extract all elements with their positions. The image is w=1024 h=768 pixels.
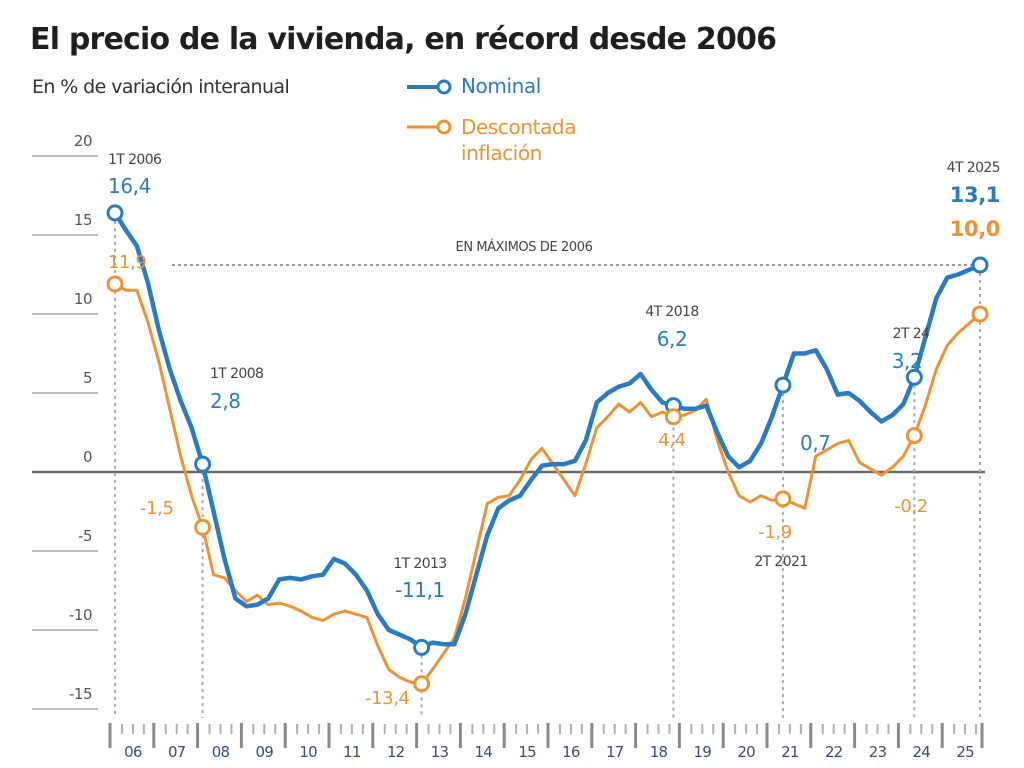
data-point-marker-nominal — [194, 455, 212, 473]
annotation-period-label: 1T 2006 — [108, 152, 162, 168]
chart-subtitle: En % de variación interanual — [32, 76, 290, 98]
annotation-value-real: -1,9 — [758, 522, 792, 543]
annotation-value-real: 4,4 — [658, 430, 685, 451]
annotation-period-label: 1T 2008 — [210, 366, 263, 382]
x-tick-label: 06 — [124, 743, 142, 761]
annotation-period-label: 4T 2025 — [947, 160, 1000, 176]
legend-label-real-line2: inflación — [461, 141, 542, 165]
annotation-value-real: -1,5 — [140, 498, 174, 519]
y-tick-label: 20 — [74, 132, 92, 150]
x-tick-label: 23 — [869, 743, 887, 761]
annotation-value-real: 10,0 — [950, 217, 1000, 241]
data-point-marker-real — [194, 518, 212, 536]
x-tick-label: 07 — [168, 743, 186, 761]
x-tick-label: 15 — [518, 743, 536, 761]
annotation-value-real: -0,2 — [894, 496, 928, 517]
chart-title: El precio de la vivienda, en récord desd… — [30, 22, 777, 57]
annotation-period-label: 1T 2013 — [393, 556, 446, 572]
data-point-marker-real — [413, 675, 431, 693]
annotation-value-nominal: 6,2 — [657, 327, 688, 351]
legend-line-circle-icon — [407, 119, 452, 135]
y-tick-label: -10 — [69, 606, 92, 624]
x-tick-label: 13 — [431, 743, 449, 761]
x-tick-label: 25 — [956, 743, 974, 761]
series-line-real — [113, 282, 982, 686]
legend-label-nominal: Nominal — [461, 74, 541, 98]
annotation-value-nominal: -11,1 — [395, 578, 445, 602]
data-point-marker-real — [664, 408, 682, 426]
reference-line-label: EN MÁXIMOS DE 2006 — [456, 239, 593, 255]
series-line-nominal — [112, 210, 983, 650]
data-point-marker-nominal — [905, 368, 923, 386]
data-point-marker-nominal — [413, 638, 431, 656]
legend-item-real: Descontada inflación — [405, 114, 576, 166]
annotation-value-nominal: 16,4 — [108, 174, 151, 198]
y-tick-label: 0 — [83, 448, 92, 466]
y-tick-label: -15 — [69, 685, 92, 703]
x-tick-label: 08 — [212, 743, 230, 761]
data-point-marker-real — [971, 305, 989, 323]
x-tick-label: 22 — [825, 743, 843, 761]
annotation-value-real: 11,9 — [108, 252, 146, 273]
y-tick-label: 5 — [83, 369, 92, 387]
data-point-marker-nominal — [774, 376, 792, 394]
x-tick-label: 19 — [694, 743, 712, 761]
annotation-value-real: -13,4 — [365, 688, 410, 709]
data-point-marker-nominal — [971, 256, 989, 274]
annotation-period-label: 2T 2021 — [754, 554, 807, 570]
data-point-marker-real — [106, 275, 124, 293]
x-tick-label: 16 — [562, 743, 580, 761]
annotation-value-nominal: 2,8 — [210, 389, 241, 413]
annotation-value-nominal: 0,7 — [800, 431, 831, 455]
legend-label-real-line1: Descontada — [461, 115, 577, 139]
x-tick-label: 17 — [606, 743, 624, 761]
annotation-period-label: 4T 2018 — [645, 304, 698, 320]
data-point-marker-real — [905, 427, 923, 445]
annotation-value-nominal: 13,1 — [950, 183, 1000, 207]
legend-line-circle-icon — [407, 79, 452, 95]
data-point-marker-real — [774, 490, 792, 508]
x-tick-label: 24 — [913, 743, 931, 761]
data-point-marker-nominal — [106, 204, 124, 222]
x-tick-label: 21 — [781, 743, 799, 761]
y-tick-label: -5 — [78, 527, 92, 545]
legend-item-nominal: Nominal — [405, 74, 541, 98]
y-tick-label: 15 — [74, 211, 92, 229]
x-tick-label: 14 — [475, 743, 493, 761]
legend-label-real: Descontada inflación — [461, 114, 576, 166]
x-tick-label: 10 — [299, 743, 317, 761]
x-tick-label: 18 — [650, 743, 668, 761]
y-tick-label: 10 — [74, 290, 92, 308]
annotation-value-nominal: 3,2 — [892, 349, 923, 373]
x-tick-label: 12 — [387, 743, 405, 761]
x-tick-label: 20 — [737, 743, 755, 761]
x-tick-label: 11 — [343, 743, 361, 761]
x-tick-label: 09 — [256, 743, 274, 761]
annotation-period-label: 2T 24 — [893, 326, 930, 342]
